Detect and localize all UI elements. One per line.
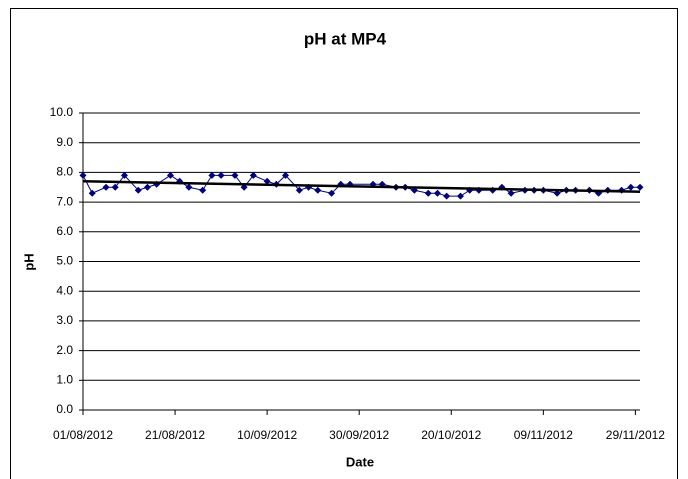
data-point <box>507 189 515 197</box>
data-point <box>456 192 464 200</box>
y-tick-label: 0.0 <box>56 402 73 416</box>
data-point <box>185 183 193 191</box>
y-tick-label: 3.0 <box>56 313 73 327</box>
data-line <box>82 174 640 197</box>
y-tick-label: 6.0 <box>56 224 73 238</box>
y-tick-label: 9.0 <box>56 135 73 149</box>
data-point <box>134 186 142 194</box>
data-point <box>263 177 271 185</box>
y-tick-label: 5.0 <box>56 254 73 268</box>
y-tick-label: 4.0 <box>56 283 73 297</box>
x-tick-label: 20/10/2012 <box>421 428 481 442</box>
data-point <box>217 171 225 179</box>
data-point <box>208 171 216 179</box>
data-point <box>636 183 644 191</box>
x-tick-label: 09/11/2012 <box>514 428 573 442</box>
data-point <box>88 189 96 197</box>
data-point <box>249 171 257 179</box>
y-tick-label: 1.0 <box>56 372 73 386</box>
data-point <box>111 183 119 191</box>
y-tick-label: 10.0 <box>50 105 74 119</box>
data-point <box>102 183 110 191</box>
y-tick-label: 2.0 <box>56 343 73 357</box>
y-tick-label: 7.0 <box>56 194 73 208</box>
data-point <box>143 183 151 191</box>
x-tick-label: 21/08/2012 <box>145 428 205 442</box>
x-tick-label: 10/09/2012 <box>237 428 297 442</box>
data-point <box>328 189 336 197</box>
x-tick-label: 29/11/2012 <box>606 428 665 442</box>
chart-border <box>10 8 678 479</box>
data-point <box>282 171 290 179</box>
x-tick-label: 01/08/2012 <box>53 428 113 442</box>
trendline <box>82 180 641 193</box>
data-point <box>424 189 432 197</box>
y-tick-label: 8.0 <box>56 165 73 179</box>
data-point <box>295 186 303 194</box>
data-point <box>314 186 322 194</box>
data-point <box>231 171 239 179</box>
data-point <box>627 183 635 191</box>
chart-title: pH at MP4 <box>304 29 387 48</box>
data-point <box>79 171 87 179</box>
data-point <box>166 171 174 179</box>
data-point <box>199 186 207 194</box>
x-axis-title: Date <box>346 454 374 469</box>
data-point <box>120 171 128 179</box>
data-point <box>443 192 451 200</box>
data-point <box>433 189 441 197</box>
x-tick-label: 30/09/2012 <box>329 428 389 442</box>
y-axis-title: pH <box>21 253 36 270</box>
